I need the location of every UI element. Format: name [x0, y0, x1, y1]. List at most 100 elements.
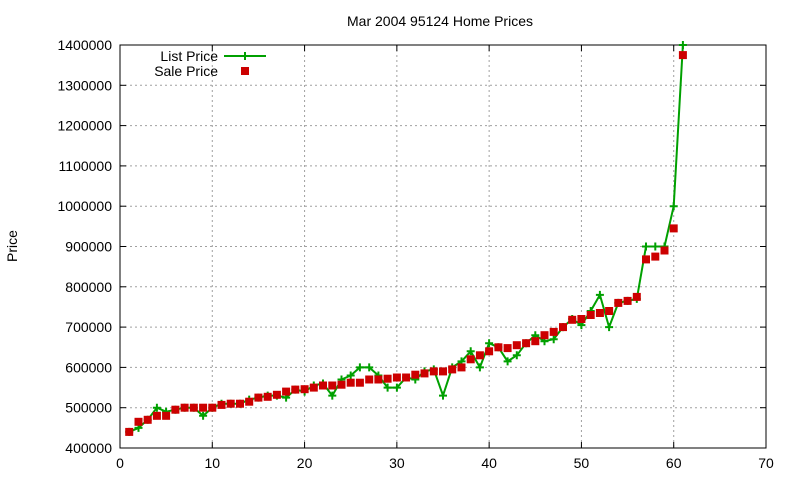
sale-price-point: [623, 296, 632, 305]
sale-price-point: [549, 327, 558, 336]
sale-price-point: [171, 405, 180, 414]
legend-label-sale-price: Sale Price: [154, 63, 218, 79]
list-price-point: [595, 290, 604, 299]
sale-price-point: [134, 417, 143, 426]
list-price-point: [503, 357, 512, 366]
list-price-point: [439, 391, 447, 400]
sale-price-point: [642, 255, 650, 264]
sale-price-point: [217, 400, 226, 409]
sale-price-point: [439, 367, 447, 376]
sale-price-point: [346, 378, 355, 387]
sale-price-point: [199, 403, 208, 412]
sale-price-point: [669, 224, 678, 233]
x-tick-label: 40: [481, 455, 497, 471]
sale-price-point: [162, 411, 171, 420]
axis-ticks: [119, 44, 767, 449]
sale-price-point: [263, 392, 272, 401]
sale-price-point: [614, 298, 623, 307]
sale-price-point: [254, 393, 263, 402]
y-tick-label: 800000: [65, 279, 112, 295]
y-tick-label: 900000: [65, 239, 112, 255]
sale-price-point: [365, 375, 374, 384]
x-tick-label: 20: [297, 455, 313, 471]
sale-price-point: [429, 367, 438, 376]
sale-price-point: [420, 369, 429, 378]
sale-price-point: [337, 380, 346, 389]
sale-price-point: [125, 427, 134, 436]
sale-price-point: [208, 403, 217, 412]
list-price-point: [669, 202, 678, 211]
sale-price-point: [300, 385, 309, 394]
sale-price-point: [466, 355, 475, 364]
x-tick-label: 0: [116, 455, 124, 471]
sale-price-point: [392, 373, 401, 382]
list-price-point: [549, 335, 558, 344]
sale-price-point: [531, 337, 540, 346]
sale-price-point: [180, 403, 189, 412]
list-price-point: [365, 363, 374, 372]
sale-price-point: [374, 375, 383, 384]
sale-price-point: [678, 51, 687, 60]
sale-price-point: [522, 339, 531, 348]
sale-price-point: [457, 363, 466, 372]
list-price-point: [485, 339, 494, 348]
list-price-point: [355, 363, 364, 372]
y-tick-label: 400000: [65, 440, 112, 456]
sale-price-point: [282, 387, 291, 396]
y-tick-label: 1200000: [57, 118, 112, 134]
list-price-point: [346, 371, 355, 380]
list-price-point: [642, 242, 650, 251]
sale-price-point: [512, 341, 521, 350]
chart-title: Mar 2004 95124 Home Prices: [347, 13, 533, 29]
list-price-point: [152, 403, 161, 412]
sale-price-point: [586, 311, 595, 319]
sale-price-point: [272, 390, 281, 399]
sale-price-point: [448, 365, 457, 374]
y-tick-label: 700000: [65, 319, 112, 335]
sale-price-point: [226, 399, 235, 408]
x-tick-label: 70: [758, 455, 774, 471]
sale-price-point: [540, 331, 549, 340]
list-price-point: [199, 411, 208, 420]
sale-price-point: [236, 399, 244, 408]
sale-price-point: [568, 315, 577, 324]
sale-price-point: [245, 397, 254, 406]
x-tick-labels: 0 10 20 30 40 50 60 70: [116, 455, 774, 471]
y-tick-label: 500000: [65, 400, 112, 416]
sale-price-point: [355, 378, 364, 387]
list-price-point: [466, 347, 475, 356]
sale-price-point: [577, 315, 586, 323]
sale-price-point: [402, 373, 411, 382]
x-tick-label: 50: [574, 455, 590, 471]
sale-price-point: [632, 292, 641, 301]
sale-price-point: [503, 344, 512, 353]
list-price-point: [392, 383, 401, 392]
legend-marker-list-price: [241, 52, 249, 60]
list-price-point: [605, 323, 614, 332]
series-layer: [125, 41, 687, 436]
y-tick-label: 1300000: [57, 77, 112, 93]
legend-marker-sale-price: [241, 67, 249, 75]
sale-price-point: [152, 411, 161, 420]
y-tick-label: 1100000: [59, 158, 113, 174]
sale-price-point: [475, 351, 484, 360]
sale-price-point: [411, 370, 420, 379]
list-price-point: [328, 391, 337, 400]
list-price-point: [475, 363, 484, 372]
grid-lines: [120, 45, 766, 448]
sale-price-point: [494, 343, 503, 352]
list-price-point: [383, 383, 392, 392]
x-tick-label: 60: [666, 455, 682, 471]
sale-price-point: [143, 415, 152, 424]
sale-price-point: [383, 374, 392, 383]
y-tick-label: 600000: [65, 359, 112, 375]
sale-price-point: [651, 252, 660, 261]
x-tick-label: 10: [204, 455, 220, 471]
sale-price-point: [485, 347, 494, 356]
legend-label-list-price: List Price: [160, 48, 218, 64]
y-tick-label: 1400000: [57, 37, 112, 53]
list-price-point: [512, 351, 521, 360]
sale-price-point: [595, 309, 604, 317]
sale-price-point: [319, 381, 327, 390]
